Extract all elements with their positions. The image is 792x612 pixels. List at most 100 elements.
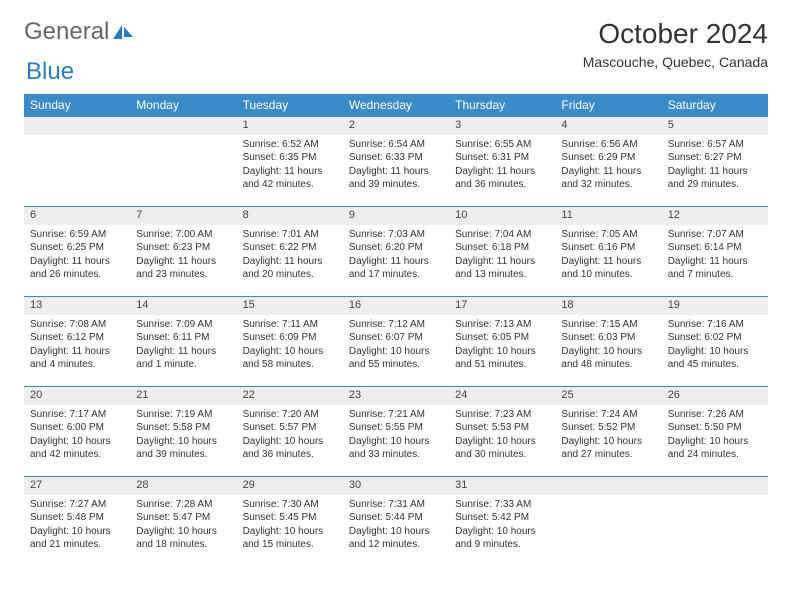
sunrise-text: Sunrise: 7:07 AM [668, 228, 762, 242]
day-cell: Sunrise: 6:56 AMSunset: 6:29 PMDaylight:… [555, 135, 661, 207]
sunset-text: Sunset: 6:14 PM [668, 241, 762, 255]
day-number [130, 117, 236, 135]
day-content-row: Sunrise: 7:08 AMSunset: 6:12 PMDaylight:… [24, 315, 768, 387]
sunset-text: Sunset: 6:31 PM [455, 151, 549, 165]
day-content-row: Sunrise: 7:27 AMSunset: 5:48 PMDaylight:… [24, 495, 768, 567]
sunset-text: Sunset: 5:58 PM [136, 421, 230, 435]
day-header: Tuesday [237, 94, 343, 117]
daylight-text: Daylight: 10 hours and 21 minutes. [30, 525, 124, 552]
calendar-table: Sunday Monday Tuesday Wednesday Thursday… [24, 94, 768, 567]
day-number: 19 [662, 297, 768, 315]
sunrise-text: Sunrise: 7:00 AM [136, 228, 230, 242]
day-number: 23 [343, 387, 449, 405]
day-number: 28 [130, 477, 236, 495]
sunrise-text: Sunrise: 7:19 AM [136, 408, 230, 422]
daylight-text: Daylight: 10 hours and 45 minutes. [668, 345, 762, 372]
logo-sail-icon [113, 25, 122, 39]
daylight-text: Daylight: 10 hours and 48 minutes. [561, 345, 655, 372]
day-cell [24, 135, 130, 207]
daylight-text: Daylight: 10 hours and 18 minutes. [136, 525, 230, 552]
day-cell: Sunrise: 6:52 AMSunset: 6:35 PMDaylight:… [237, 135, 343, 207]
sunset-text: Sunset: 5:44 PM [349, 511, 443, 525]
day-cell: Sunrise: 6:57 AMSunset: 6:27 PMDaylight:… [662, 135, 768, 207]
sunrise-text: Sunrise: 6:56 AM [561, 138, 655, 152]
sunset-text: Sunset: 6:27 PM [668, 151, 762, 165]
daylight-text: Daylight: 10 hours and 24 minutes. [668, 435, 762, 462]
day-number [24, 117, 130, 135]
day-number: 22 [237, 387, 343, 405]
day-number: 27 [24, 477, 130, 495]
day-number: 25 [555, 387, 661, 405]
day-number-row: 13141516171819 [24, 297, 768, 315]
day-cell: Sunrise: 7:24 AMSunset: 5:52 PMDaylight:… [555, 405, 661, 477]
sunset-text: Sunset: 5:52 PM [561, 421, 655, 435]
sunset-text: Sunset: 6:11 PM [136, 331, 230, 345]
day-number: 14 [130, 297, 236, 315]
daylight-text: Daylight: 10 hours and 9 minutes. [455, 525, 549, 552]
daylight-text: Daylight: 11 hours and 4 minutes. [30, 345, 124, 372]
day-cell: Sunrise: 7:09 AMSunset: 6:11 PMDaylight:… [130, 315, 236, 387]
day-number: 9 [343, 207, 449, 225]
sunset-text: Sunset: 6:00 PM [30, 421, 124, 435]
daylight-text: Daylight: 10 hours and 30 minutes. [455, 435, 549, 462]
day-number: 15 [237, 297, 343, 315]
sunrise-text: Sunrise: 7:28 AM [136, 498, 230, 512]
sunrise-text: Sunrise: 7:16 AM [668, 318, 762, 332]
sunrise-text: Sunrise: 7:20 AM [243, 408, 337, 422]
day-cell: Sunrise: 7:16 AMSunset: 6:02 PMDaylight:… [662, 315, 768, 387]
day-number: 16 [343, 297, 449, 315]
sunset-text: Sunset: 5:47 PM [136, 511, 230, 525]
daylight-text: Daylight: 10 hours and 12 minutes. [349, 525, 443, 552]
daylight-text: Daylight: 11 hours and 7 minutes. [668, 255, 762, 282]
sunset-text: Sunset: 6:33 PM [349, 151, 443, 165]
sunset-text: Sunset: 5:48 PM [30, 511, 124, 525]
daylight-text: Daylight: 10 hours and 51 minutes. [455, 345, 549, 372]
day-number: 29 [237, 477, 343, 495]
day-cell: Sunrise: 6:59 AMSunset: 6:25 PMDaylight:… [24, 225, 130, 297]
sunset-text: Sunset: 6:20 PM [349, 241, 443, 255]
day-cell: Sunrise: 7:03 AMSunset: 6:20 PMDaylight:… [343, 225, 449, 297]
day-content-row: Sunrise: 6:52 AMSunset: 6:35 PMDaylight:… [24, 135, 768, 207]
day-cell: Sunrise: 7:19 AMSunset: 5:58 PMDaylight:… [130, 405, 236, 477]
sunset-text: Sunset: 5:50 PM [668, 421, 762, 435]
daylight-text: Daylight: 11 hours and 29 minutes. [668, 165, 762, 192]
day-header: Wednesday [343, 94, 449, 117]
logo-text-2: Blue [26, 58, 74, 85]
daylight-text: Daylight: 10 hours and 55 minutes. [349, 345, 443, 372]
day-number: 17 [449, 297, 555, 315]
logo-sail-icon-2 [124, 27, 133, 37]
day-number-row: 12345 [24, 117, 768, 135]
day-cell: Sunrise: 7:11 AMSunset: 6:09 PMDaylight:… [237, 315, 343, 387]
daylight-text: Daylight: 11 hours and 23 minutes. [136, 255, 230, 282]
sunset-text: Sunset: 6:18 PM [455, 241, 549, 255]
day-cell: Sunrise: 7:27 AMSunset: 5:48 PMDaylight:… [24, 495, 130, 567]
sunrise-text: Sunrise: 7:17 AM [30, 408, 124, 422]
daylight-text: Daylight: 10 hours and 15 minutes. [243, 525, 337, 552]
sunrise-text: Sunrise: 7:04 AM [455, 228, 549, 242]
sunrise-text: Sunrise: 7:27 AM [30, 498, 124, 512]
day-number: 7 [130, 207, 236, 225]
sunrise-text: Sunrise: 7:33 AM [455, 498, 549, 512]
sunrise-text: Sunrise: 6:57 AM [668, 138, 762, 152]
day-number: 2 [343, 117, 449, 135]
day-number: 30 [343, 477, 449, 495]
day-cell: Sunrise: 7:21 AMSunset: 5:55 PMDaylight:… [343, 405, 449, 477]
day-cell [555, 495, 661, 567]
sunset-text: Sunset: 5:55 PM [349, 421, 443, 435]
day-number: 10 [449, 207, 555, 225]
logo-text-1: General [24, 18, 109, 46]
day-cell: Sunrise: 7:30 AMSunset: 5:45 PMDaylight:… [237, 495, 343, 567]
logo: General [24, 18, 135, 46]
sunrise-text: Sunrise: 7:11 AM [243, 318, 337, 332]
daylight-text: Daylight: 11 hours and 42 minutes. [243, 165, 337, 192]
sunrise-text: Sunrise: 7:13 AM [455, 318, 549, 332]
day-cell: Sunrise: 7:05 AMSunset: 6:16 PMDaylight:… [555, 225, 661, 297]
day-number: 8 [237, 207, 343, 225]
sunrise-text: Sunrise: 7:15 AM [561, 318, 655, 332]
sunrise-text: Sunrise: 6:52 AM [243, 138, 337, 152]
day-cell: Sunrise: 7:07 AMSunset: 6:14 PMDaylight:… [662, 225, 768, 297]
day-number-row: 20212223242526 [24, 387, 768, 405]
daylight-text: Daylight: 11 hours and 13 minutes. [455, 255, 549, 282]
day-cell: Sunrise: 7:01 AMSunset: 6:22 PMDaylight:… [237, 225, 343, 297]
day-header: Sunday [24, 94, 130, 117]
